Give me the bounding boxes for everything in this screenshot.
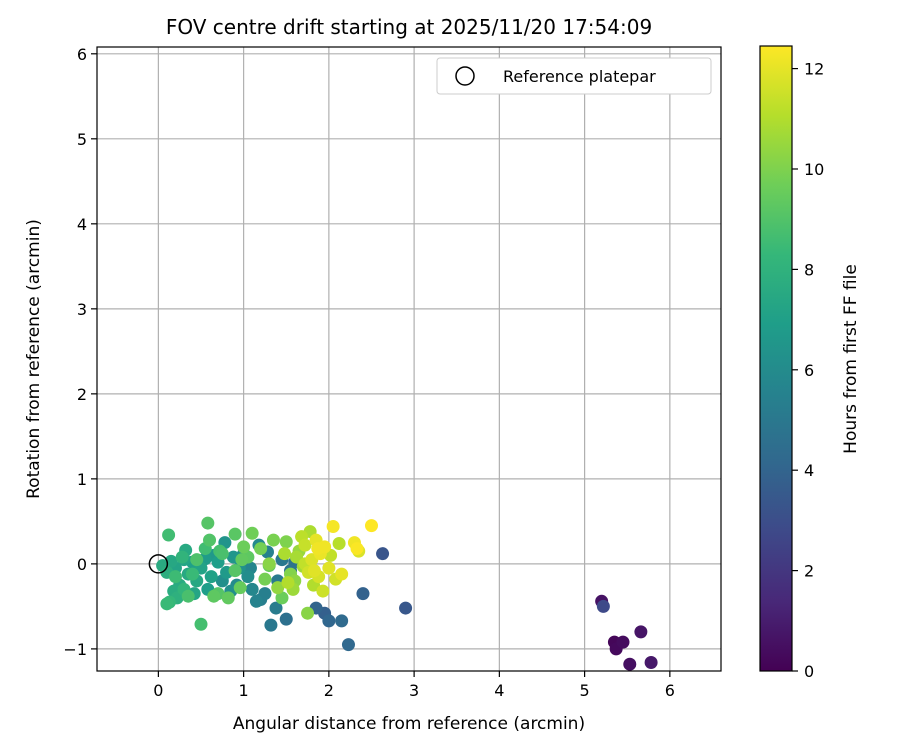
data-point [311,542,325,556]
data-point [264,618,278,632]
data-point [644,655,658,669]
data-point [399,601,413,615]
data-point [364,519,378,533]
data-point [241,570,255,584]
data-point [258,572,272,586]
data-point [160,597,174,611]
data-point [262,557,276,571]
colorbar-gradient [759,45,793,672]
data-point [228,564,242,578]
data-point [335,567,349,581]
data-point [245,582,259,596]
data-point [269,601,283,615]
data-point [322,614,336,628]
y-tick-label: 2 [77,385,87,404]
data-point [623,657,637,671]
colorbar-tick-label: 6 [804,361,814,380]
y-tick-label: 5 [77,130,87,149]
data-point [221,591,235,605]
colorbar-tick-label: 8 [804,260,814,279]
y-tick-label: 4 [77,215,87,234]
data-point [245,526,259,540]
data-point [215,547,229,561]
x-tick-label: 6 [665,681,675,700]
data-point [279,612,293,626]
colorbar-tick-label: 0 [804,662,814,681]
data-point [616,635,630,649]
data-point [258,587,272,601]
data-point [596,599,610,613]
data-point [228,527,242,541]
legend-box [436,57,712,95]
data-point [634,625,648,639]
data-points [156,516,658,671]
plot-frame [96,46,722,672]
reference-platepar-marker [148,554,169,574]
x-tick-label: 1 [239,681,249,700]
data-point [162,528,176,542]
y-tick-label: 3 [77,300,87,319]
data-point [175,550,189,564]
x-tick-label: 5 [580,681,590,700]
data-point [279,535,293,549]
x-tick-label: 2 [324,681,334,700]
data-point [271,581,285,595]
y-tick-label: 6 [77,45,87,64]
data-point [181,589,195,603]
x-tick-label: 4 [494,681,504,700]
data-point [185,567,199,581]
colorbar-tick-label: 10 [804,160,824,179]
data-point [204,570,218,584]
data-point [350,542,364,556]
data-point [278,547,292,561]
x-axis-label: Angular distance from reference (arcmin) [233,714,585,734]
data-point [301,606,315,620]
legend: Reference platepar [436,57,712,95]
data-point [322,561,336,575]
data-point [235,553,249,567]
data-point [207,589,221,603]
colorbar-label: Hours from first FF file [841,264,861,454]
data-point [249,594,263,608]
data-point [266,533,280,547]
colorbar-tick-label: 4 [804,461,814,480]
data-point [194,617,208,631]
data-point [281,576,295,590]
data-point [316,584,330,598]
data-point [341,638,355,652]
data-point [335,614,349,628]
y-tick-label: 0 [77,555,87,574]
y-axis-label: Rotation from reference (arcmin) [24,219,44,499]
legend-label: Reference platepar [503,67,656,86]
data-point [190,553,204,567]
data-point [201,516,215,530]
data-point [237,540,251,554]
data-point [168,570,182,584]
data-point [332,536,346,550]
data-point [298,538,312,552]
colorbar-ticks: 0 2 4 6 8 10 12 [792,60,824,681]
data-point [307,564,321,578]
data-point [254,542,268,556]
data-point [275,591,289,605]
legend-marker [455,66,475,86]
y-axis-ticks: −1 0 1 2 3 4 5 6 [63,45,97,659]
data-point [376,547,390,561]
data-point [233,581,247,595]
y-tick-label: −1 [63,640,87,659]
y-tick-label: 1 [77,470,87,489]
x-tick-label: 0 [153,681,163,700]
data-point [356,587,370,601]
chart-title: FOV centre drift starting at 2025/11/20 … [166,15,652,39]
colorbar-tick-label: 12 [804,60,824,79]
x-axis-ticks: 0 1 2 3 4 5 6 [153,671,675,700]
data-point [203,533,217,547]
data-point [326,519,340,533]
colorbar-tick-label: 2 [804,562,814,581]
colorbar: 0 2 4 6 8 10 12 Hours from first FF file [759,45,861,681]
x-tick-label: 3 [409,681,419,700]
